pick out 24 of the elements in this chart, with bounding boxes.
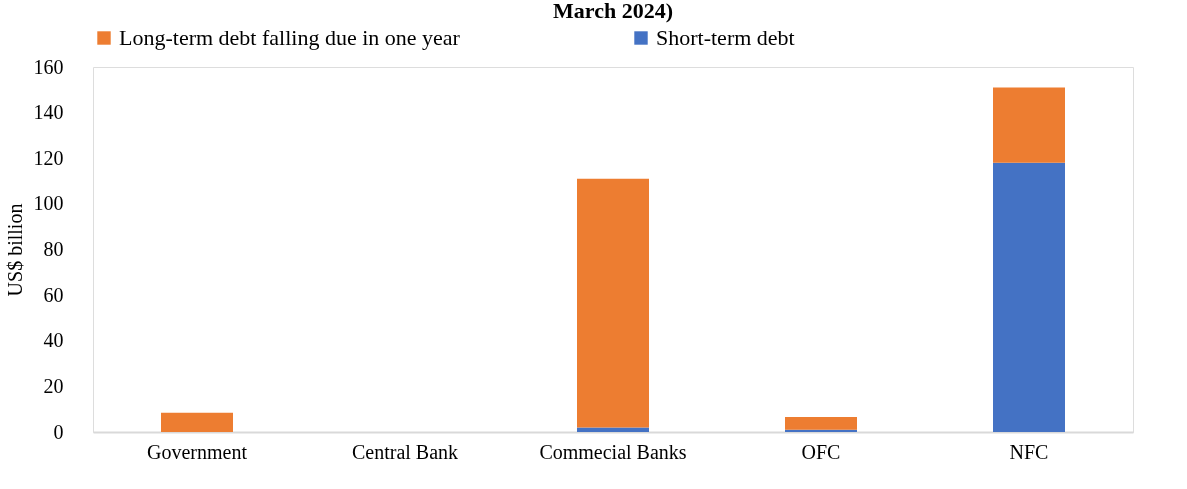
y-tick-label: 0 [53,420,64,443]
chart-title: March 2024) [553,0,673,23]
y-tick-label: 160 [33,55,64,78]
legend-label: Short-term debt [656,25,795,50]
x-tick-label: OFC [801,440,841,463]
y-axis-title: US$ billion [3,203,26,297]
x-tick-label: Central Bank [351,440,459,463]
bar [993,87,1065,163]
bar [577,178,649,428]
bar [993,162,1065,432]
legend-label: Long-term debt falling due in one year [119,25,461,50]
y-tick-label: 20 [43,374,64,397]
x-tick-label: NFC [1009,440,1049,463]
x-tick-label: Government [147,440,248,463]
y-tick-label: 100 [33,192,64,215]
bar [161,412,233,432]
x-tick-label: Commecial Banks [539,440,687,463]
y-tick-label: 120 [33,146,64,169]
bar [577,427,649,432]
bar [785,416,857,430]
y-tick-label: 60 [43,283,64,306]
y-tick-label: 80 [43,238,64,260]
y-tick-label: 40 [43,329,64,352]
y-tick-label: 140 [33,101,64,124]
